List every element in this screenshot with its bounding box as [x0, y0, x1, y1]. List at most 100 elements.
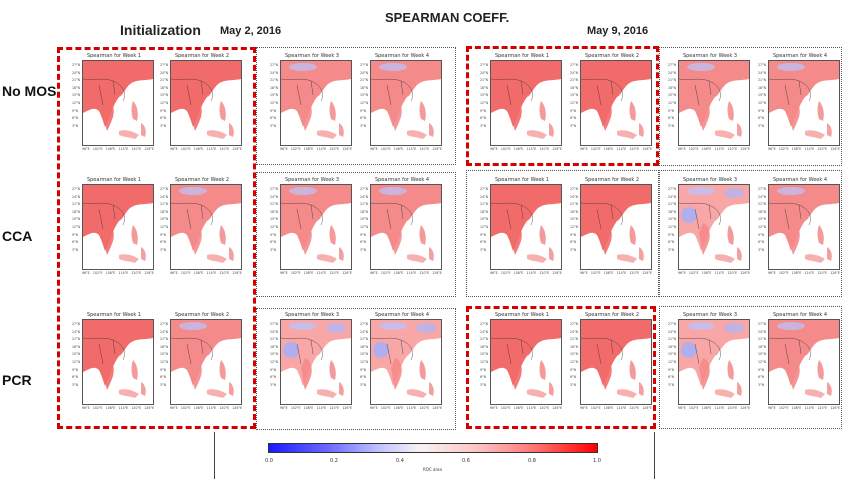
lat-tick: 6°N	[480, 375, 487, 380]
group-frame-may2-weeks34	[256, 47, 456, 165]
lon-axis: 96°E 102°E 108°E 114°E 120°E 126°E	[580, 271, 652, 275]
lat-tick: 12°N	[72, 224, 81, 229]
map-panel: Spearman for Week 3 27°N 24°N 21°N 18°N 15°N 1…	[270, 312, 354, 413]
lat-tick: 24°N	[480, 329, 489, 334]
lon-axis: 96°E 102°E 108°E 114°E 120°E 126°E	[580, 147, 652, 151]
lon-tick: 120°E	[131, 147, 142, 151]
heatmap	[580, 319, 652, 405]
lat-tick: 12°N	[160, 100, 169, 105]
lat-tick: 18°N	[758, 344, 767, 349]
lat-tick: 9°N	[72, 367, 79, 372]
lon-tick: 120°E	[539, 271, 550, 275]
lon-tick: 96°E	[768, 271, 776, 275]
lon-tick: 102°E	[180, 147, 191, 151]
lat-tick: 9°N	[72, 108, 79, 113]
lon-tick: 102°E	[500, 271, 511, 275]
lat-tick: 21°N	[668, 337, 677, 342]
lat-tick: 24°N	[72, 194, 81, 199]
heatmap	[82, 184, 154, 270]
lat-tick: 15°N	[270, 352, 279, 357]
lat-axis: 27°N 24°N 21°N 18°N 15°N 12°N 9°N 6°N 3°N	[758, 62, 768, 130]
lat-tick: 3°N	[72, 123, 79, 128]
map-panel: Spearman for Week 1 27°N 24°N 21°N 18°N 15°N 1…	[72, 312, 156, 413]
lat-tick: 3°N	[480, 247, 487, 252]
lon-tick: 108°E	[303, 406, 314, 410]
lat-tick: 21°N	[270, 337, 279, 342]
panel-title: Spearman for Week 4	[374, 312, 430, 318]
lat-tick: 12°N	[360, 359, 369, 364]
lat-tick: 18°N	[480, 344, 489, 349]
lat-axis: 27°N 24°N 21°N 18°N 15°N 12°N 9°N 6°N 3°N	[758, 321, 768, 389]
lon-tick: 120°E	[131, 406, 142, 410]
lat-tick: 12°N	[570, 359, 579, 364]
lat-tick: 27°N	[360, 63, 369, 67]
lat-tick: 21°N	[668, 78, 677, 83]
lon-tick: 126°E	[552, 271, 562, 275]
lon-tick: 114°E	[118, 271, 129, 275]
lat-tick: 3°N	[758, 247, 765, 252]
lat-tick: 12°N	[270, 100, 279, 105]
lat-tick: 6°N	[758, 240, 765, 245]
lat-tick: 3°N	[480, 382, 487, 387]
lon-tick: 96°E	[768, 406, 776, 410]
lat-tick: 6°N	[360, 375, 367, 380]
lat-tick: 27°N	[758, 322, 767, 326]
colorbar-tick: 0.8	[528, 458, 536, 464]
lat-tick: 6°N	[72, 116, 79, 121]
lon-axis: 96°E 102°E 108°E 114°E 120°E 126°E	[678, 271, 750, 275]
panel-title: Spearman for Week 4	[374, 177, 430, 183]
map-panel: Spearman for Week 3 27°N 24°N 21°N 18°N 15°N 1…	[270, 53, 354, 154]
lat-tick: 21°N	[570, 78, 579, 83]
group-frame-may9-weeks12-cca	[466, 170, 659, 297]
lat-tick: 3°N	[360, 247, 367, 252]
lat-tick: 9°N	[570, 108, 577, 113]
lon-tick: 126°E	[432, 406, 442, 410]
lat-tick: 18°N	[160, 209, 169, 214]
lat-tick: 6°N	[668, 375, 675, 380]
lat-tick: 6°N	[270, 375, 277, 380]
lat-tick: 3°N	[270, 123, 277, 128]
date-may2: May 2, 2016	[220, 25, 282, 37]
lat-tick: 18°N	[270, 344, 279, 349]
lat-tick: 3°N	[758, 382, 765, 387]
lon-tick: 120°E	[629, 271, 640, 275]
lat-tick: 3°N	[160, 123, 167, 128]
lat-tick: 18°N	[360, 85, 369, 90]
lon-tick: 102°E	[380, 147, 391, 151]
panel-title: Spearman for Week 2	[584, 177, 640, 183]
lon-tick: 114°E	[118, 406, 129, 410]
lat-tick: 3°N	[160, 382, 167, 387]
lon-tick: 114°E	[804, 147, 815, 151]
heatmap	[82, 60, 154, 146]
lat-tick: 15°N	[72, 93, 81, 98]
lat-tick: 15°N	[480, 352, 489, 357]
lat-tick: 21°N	[480, 78, 489, 83]
lon-axis: 96°E 102°E 108°E 114°E 120°E 126°E	[580, 406, 652, 410]
lon-axis: 96°E 102°E 108°E 114°E 120°E 126°E	[370, 406, 442, 410]
lat-tick: 12°N	[480, 359, 489, 364]
lat-tick: 12°N	[570, 224, 579, 229]
lat-tick: 18°N	[480, 85, 489, 90]
lat-tick: 21°N	[570, 202, 579, 207]
lat-axis: 27°N 24°N 21°N 18°N 15°N 12°N 9°N 6°N 3°N	[570, 186, 580, 254]
heatmap	[490, 184, 562, 270]
lon-tick: 126°E	[740, 271, 750, 275]
panel-title: Spearman for Week 2	[174, 53, 230, 59]
lat-tick: 24°N	[668, 194, 677, 199]
init-label: Initialization	[120, 22, 201, 38]
lon-axis: 96°E 102°E 108°E 114°E 120°E 126°E	[370, 271, 442, 275]
lat-tick: 24°N	[72, 70, 81, 75]
lat-tick: 6°N	[160, 116, 167, 121]
lon-tick: 114°E	[406, 147, 417, 151]
heatmap	[370, 60, 442, 146]
lat-tick: 21°N	[480, 202, 489, 207]
lat-tick: 12°N	[668, 359, 677, 364]
lat-tick: 24°N	[270, 70, 279, 75]
lat-tick: 9°N	[480, 367, 487, 372]
lat-tick: 24°N	[270, 329, 279, 334]
lat-axis: 27°N 24°N 21°N 18°N 15°N 12°N 9°N 6°N 3°N	[360, 186, 370, 254]
lon-tick: 114°E	[406, 406, 417, 410]
lat-tick: 15°N	[480, 217, 489, 222]
lat-tick: 12°N	[668, 100, 677, 105]
lon-tick: 120°E	[419, 271, 430, 275]
